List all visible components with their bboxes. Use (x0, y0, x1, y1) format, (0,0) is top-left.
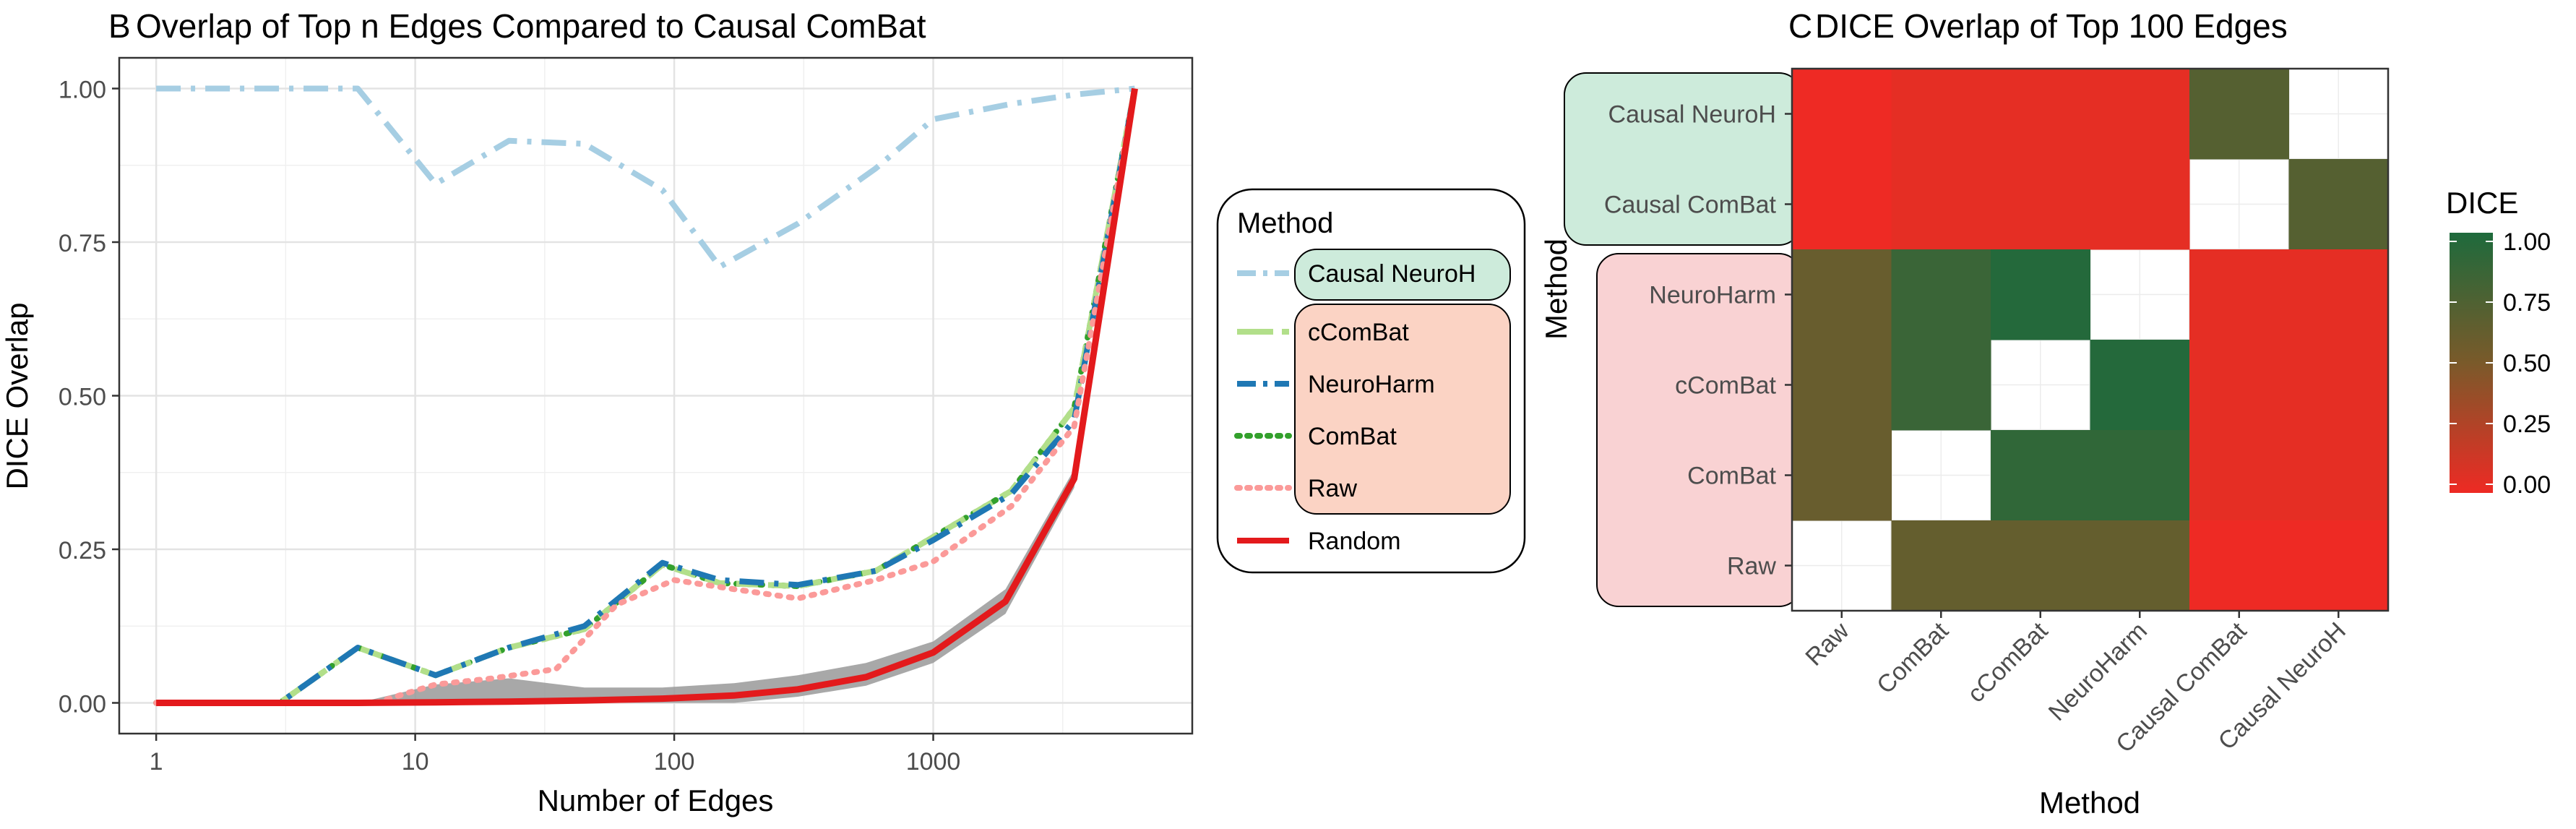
panel-b-series-lines (153, 85, 1138, 706)
legend-label: Causal NeuroH (1308, 260, 1476, 288)
y-tick-label: 0.50 (59, 384, 106, 411)
y-tick-label: 1.00 (59, 77, 106, 104)
y-tick-label: cComBat (1675, 372, 1776, 400)
heatmap-cell (1891, 520, 1991, 611)
panel-b-label: B (108, 7, 131, 45)
x-tick-label: Raw (1800, 617, 1854, 671)
heatmap-cell (1792, 249, 1892, 340)
colorbar-ticks: 0.00 0.25 0.50 0.75 1.00 (2450, 228, 2551, 499)
panel-c-colorbar: DICE 0.00 0.25 0.50 0.75 1.00 (2446, 186, 2551, 499)
heatmap-cell (2288, 159, 2389, 250)
series-line-raw (153, 85, 1138, 706)
heatmap-cell (1891, 159, 1991, 250)
heatmap-cell (2189, 520, 2289, 611)
series-line-random (156, 87, 1138, 706)
panel-c-plot-border (1791, 67, 2390, 612)
colorbar-tick-label: 0.00 (2503, 471, 2551, 499)
x-tick-label: 1 (150, 748, 163, 776)
x-tick-label: 1000 (906, 748, 961, 776)
panel-c: C DICE Overlap of Top 100 Edges Causal N… (1539, 7, 2551, 820)
legend-title: Method (1237, 207, 1333, 239)
legend-label: ComBat (1308, 423, 1397, 450)
heatmap-cell (2189, 69, 2289, 160)
row-group-box (1564, 72, 1801, 246)
panel-b-y-axis-title: DICE Overlap (0, 302, 34, 489)
colorbar-tick-label: 0.25 (2503, 411, 2551, 438)
y-tick-label: NeuroHarm (1649, 282, 1776, 309)
x-tick-label: 100 (654, 748, 695, 776)
x-tick-label: cComBat (1963, 617, 2054, 708)
heatmap-cell (2288, 430, 2389, 521)
y-tick-label: Raw (1727, 553, 1776, 580)
heatmap-cell (1991, 159, 2090, 250)
legend-label: Random (1308, 528, 1401, 555)
x-tick-label: 10 (402, 748, 429, 776)
legend-label: Raw (1308, 475, 1357, 502)
panel-c-label: C (1788, 7, 1812, 45)
colorbar-title: DICE (2446, 186, 2518, 220)
colorbar-tick-label: 1.00 (2503, 228, 2551, 256)
y-tick-label: 0.75 (59, 230, 106, 257)
heatmap-cell (1891, 340, 1991, 431)
heatmap-cell (1991, 430, 2090, 521)
legend-group-box-standard (1294, 304, 1511, 515)
panel-b-x-axis: 1 10 100 1000 (150, 734, 961, 776)
heatmap-cell (2090, 430, 2190, 521)
heatmap-cell (1991, 69, 2090, 160)
y-tick-label: ComBat (1687, 463, 1776, 490)
heatmap-cell (1792, 159, 1892, 250)
heatmap-cell (1891, 249, 1991, 340)
panel-c-title: DICE Overlap of Top 100 Edges (1815, 7, 2288, 45)
legend-group-box-causal (1294, 249, 1511, 301)
y-tick-label: Causal NeuroH (1608, 101, 1776, 129)
heatmap-cell (2288, 249, 2389, 340)
heatmap-cell (2090, 69, 2190, 160)
heatmap-cell (2288, 340, 2389, 431)
panel-c-y-axis-title: Method (1539, 239, 1573, 340)
panel-c-heatmap-cells (1791, 67, 2390, 612)
panel-b-legend: Method Causal NeuroH cComBat NeuroHarm ComB… (1216, 188, 1526, 574)
panel-b-title: Overlap of Top n Edges Compared to Causa… (136, 7, 926, 45)
y-tick-label: 0.00 (59, 691, 106, 718)
legend-label: NeuroHarm (1308, 371, 1435, 398)
x-tick-label: ComBat (1871, 617, 1954, 699)
heatmap-cell (1891, 69, 1991, 160)
series-line-neuroharm (156, 87, 1138, 706)
heatmap-cell (1792, 340, 1892, 431)
panel-c-y-axis: Causal NeuroH Causal ComBat NeuroHarm cComB… (1604, 101, 1792, 580)
panel-b-y-axis: 0.00 0.25 0.50 0.75 1.00 (59, 77, 119, 718)
heatmap-cell (2090, 159, 2190, 250)
heatmap-cell (2189, 430, 2289, 521)
y-tick-label: Causal ComBat (1604, 192, 1777, 219)
panel-b-x-axis-title: Number of Edges (538, 783, 774, 817)
colorbar-tick-label: 0.75 (2503, 289, 2551, 317)
x-tick-label: NeuroHarm (2043, 617, 2153, 726)
panel-c-x-axis-title: Method (2039, 786, 2140, 820)
heatmap-cell (2189, 249, 2289, 340)
heatmap-cell (1792, 430, 1892, 521)
colorbar-tick-label: 0.50 (2503, 350, 2551, 377)
heatmap-cell (1991, 520, 2090, 611)
panel-b: B Overlap of Top n Edges Compared to Cau… (0, 7, 1526, 817)
y-tick-label: 0.25 (59, 537, 106, 564)
heatmap-cell (1792, 69, 1892, 160)
heatmap-cell (2090, 340, 2190, 431)
heatmap-cell (2090, 520, 2190, 611)
panel-c-row-group-boxes (1564, 72, 1801, 607)
heatmap-cell (1991, 249, 2090, 340)
heatmap-cell (2189, 340, 2289, 431)
legend-label: cComBat (1308, 319, 1409, 346)
legend-items: Causal NeuroH cComBat NeuroHarm ComBat Raw Ra… (1234, 260, 1476, 555)
series-line-causal-neuroh (156, 85, 1135, 270)
heatmap-cell (2288, 520, 2389, 611)
